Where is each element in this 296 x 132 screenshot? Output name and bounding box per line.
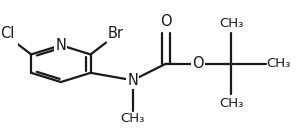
- Text: CH₃: CH₃: [219, 97, 244, 110]
- Text: CH₃: CH₃: [121, 112, 145, 125]
- Text: N: N: [55, 38, 66, 53]
- Text: CH₃: CH₃: [219, 17, 244, 30]
- Text: N: N: [127, 73, 138, 88]
- Text: O: O: [192, 56, 204, 71]
- Text: O: O: [160, 14, 172, 29]
- Text: Cl: Cl: [0, 26, 15, 41]
- Text: Br: Br: [107, 26, 123, 41]
- Text: CH₃: CH₃: [267, 57, 291, 70]
